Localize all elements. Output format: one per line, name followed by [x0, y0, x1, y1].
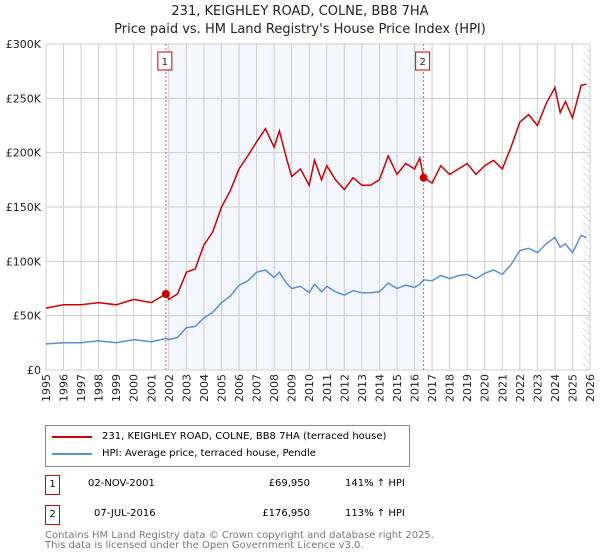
x-tick-label: 2001: [145, 374, 158, 402]
x-tick-label: 2017: [426, 374, 439, 402]
x-tick-label: 2022: [514, 374, 527, 402]
x-tick-label: 2019: [461, 374, 474, 402]
transaction-date: 02-NOV-2001: [88, 478, 155, 489]
x-tick-label: 2010: [303, 374, 316, 402]
x-tick-label: 2013: [356, 374, 369, 402]
x-tick-label: 1999: [110, 374, 123, 402]
x-tick-label: 2016: [409, 374, 422, 402]
legend-swatch-blue: [52, 452, 92, 455]
x-tick-label: 2018: [444, 374, 457, 402]
x-tick-label: 2005: [215, 374, 228, 402]
legend: 231, KEIGHLEY ROAD, COLNE, BB8 7HA (terr…: [45, 425, 410, 467]
x-tick-label: 2008: [268, 374, 281, 402]
transaction-hpi: 113% ↑ HPI: [345, 508, 405, 519]
legend-item-hpi: HPI: Average price, terraced house, Pend…: [52, 448, 316, 459]
footer: Contains HM Land Registry data © Crown c…: [45, 531, 434, 551]
footer-line: Contains HM Land Registry data © Crown c…: [45, 530, 434, 541]
x-tick-label: 2020: [479, 374, 492, 402]
x-tick-label: 2011: [321, 374, 334, 402]
x-tick-label: 2006: [233, 374, 246, 402]
sale-badge-label: 2: [419, 57, 425, 68]
transaction-date: 07-JUL-2016: [94, 508, 156, 519]
legend-swatch-red: [52, 435, 92, 438]
transaction-hpi: 141% ↑ HPI: [345, 478, 405, 489]
legend-label: 231, KEIGHLEY ROAD, COLNE, BB8 7HA (terr…: [102, 431, 387, 442]
transaction-row: 1 02-NOV-2001 £69,950 141% ↑ HPI: [45, 475, 445, 495]
y-tick-label: £50K: [13, 310, 42, 323]
transaction-price: £69,950: [268, 478, 310, 489]
y-tick-label: £100K: [6, 255, 42, 268]
footer-line: This data is licensed under the Open Gov…: [45, 540, 364, 551]
property-series-line: [45, 83, 587, 309]
chart-title: 231, KEIGHLEY ROAD, COLNE, BB8 7HA: [171, 4, 429, 19]
x-tick-label: 2024: [549, 374, 562, 402]
y-tick-label: £250K: [6, 92, 42, 105]
x-tick-label: 2015: [391, 374, 404, 402]
x-tick-label: 1997: [75, 374, 88, 402]
transaction-badge: 1: [45, 475, 60, 495]
y-tick-label: £150K: [6, 201, 42, 214]
chart-subtitle: Price paid vs. HM Land Registry's House …: [114, 22, 486, 37]
x-tick-label: 2026: [584, 374, 597, 402]
x-tick-label: 1998: [93, 374, 106, 402]
y-tick-label: £0: [27, 364, 41, 377]
sale-point: [161, 289, 170, 298]
sale-badge: [157, 51, 173, 71]
sale-point: [419, 173, 428, 182]
transaction-badge: 2: [45, 505, 60, 525]
price-chart: 1995 1996 1997 1998 1999 2000 2001 2002 2003 2004…: [6, 38, 597, 402]
transaction-price: £176,950: [262, 508, 310, 519]
transaction-row: 2 07-JUL-2016 £176,950 113% ↑ HPI: [45, 505, 445, 525]
x-tick-label: 2004: [198, 374, 211, 402]
sale-badge: [415, 51, 431, 71]
x-tick-label: 2012: [338, 374, 351, 402]
legend-label: HPI: Average price, terraced house, Pend…: [102, 448, 316, 459]
x-tick-label: 2014: [373, 374, 386, 402]
x-tick-label: 1996: [58, 374, 71, 402]
x-tick-label: 2023: [531, 374, 544, 402]
y-tick-label: £200K: [6, 147, 42, 160]
sale-badge-label: 1: [162, 57, 168, 68]
x-tick-label: 2025: [566, 374, 579, 402]
x-tick-label: 2021: [496, 374, 509, 402]
x-tick-label: 2007: [251, 374, 264, 402]
legend-item-property: 231, KEIGHLEY ROAD, COLNE, BB8 7HA (terr…: [52, 431, 386, 442]
x-tick-label: 1995: [40, 374, 53, 402]
x-tick-label: 2009: [286, 374, 299, 402]
x-tick-label: 2003: [180, 374, 193, 402]
y-tick-label: £300K: [6, 38, 42, 51]
x-tick-label: 2000: [128, 374, 141, 402]
x-tick-label: 2002: [163, 374, 176, 402]
hpi-series-line: [45, 234, 587, 345]
